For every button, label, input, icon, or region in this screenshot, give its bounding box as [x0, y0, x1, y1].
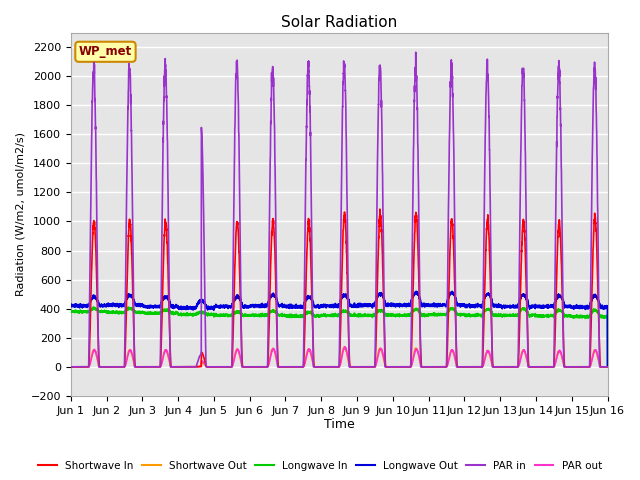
Y-axis label: Radiation (W/m2, umol/m2/s): Radiation (W/m2, umol/m2/s) — [15, 132, 25, 296]
Legend: Shortwave In, Shortwave Out, Longwave In, Longwave Out, PAR in, PAR out: Shortwave In, Shortwave Out, Longwave In… — [34, 456, 606, 475]
X-axis label: Time: Time — [324, 419, 355, 432]
Text: WP_met: WP_met — [79, 45, 132, 58]
Title: Solar Radiation: Solar Radiation — [281, 15, 397, 30]
